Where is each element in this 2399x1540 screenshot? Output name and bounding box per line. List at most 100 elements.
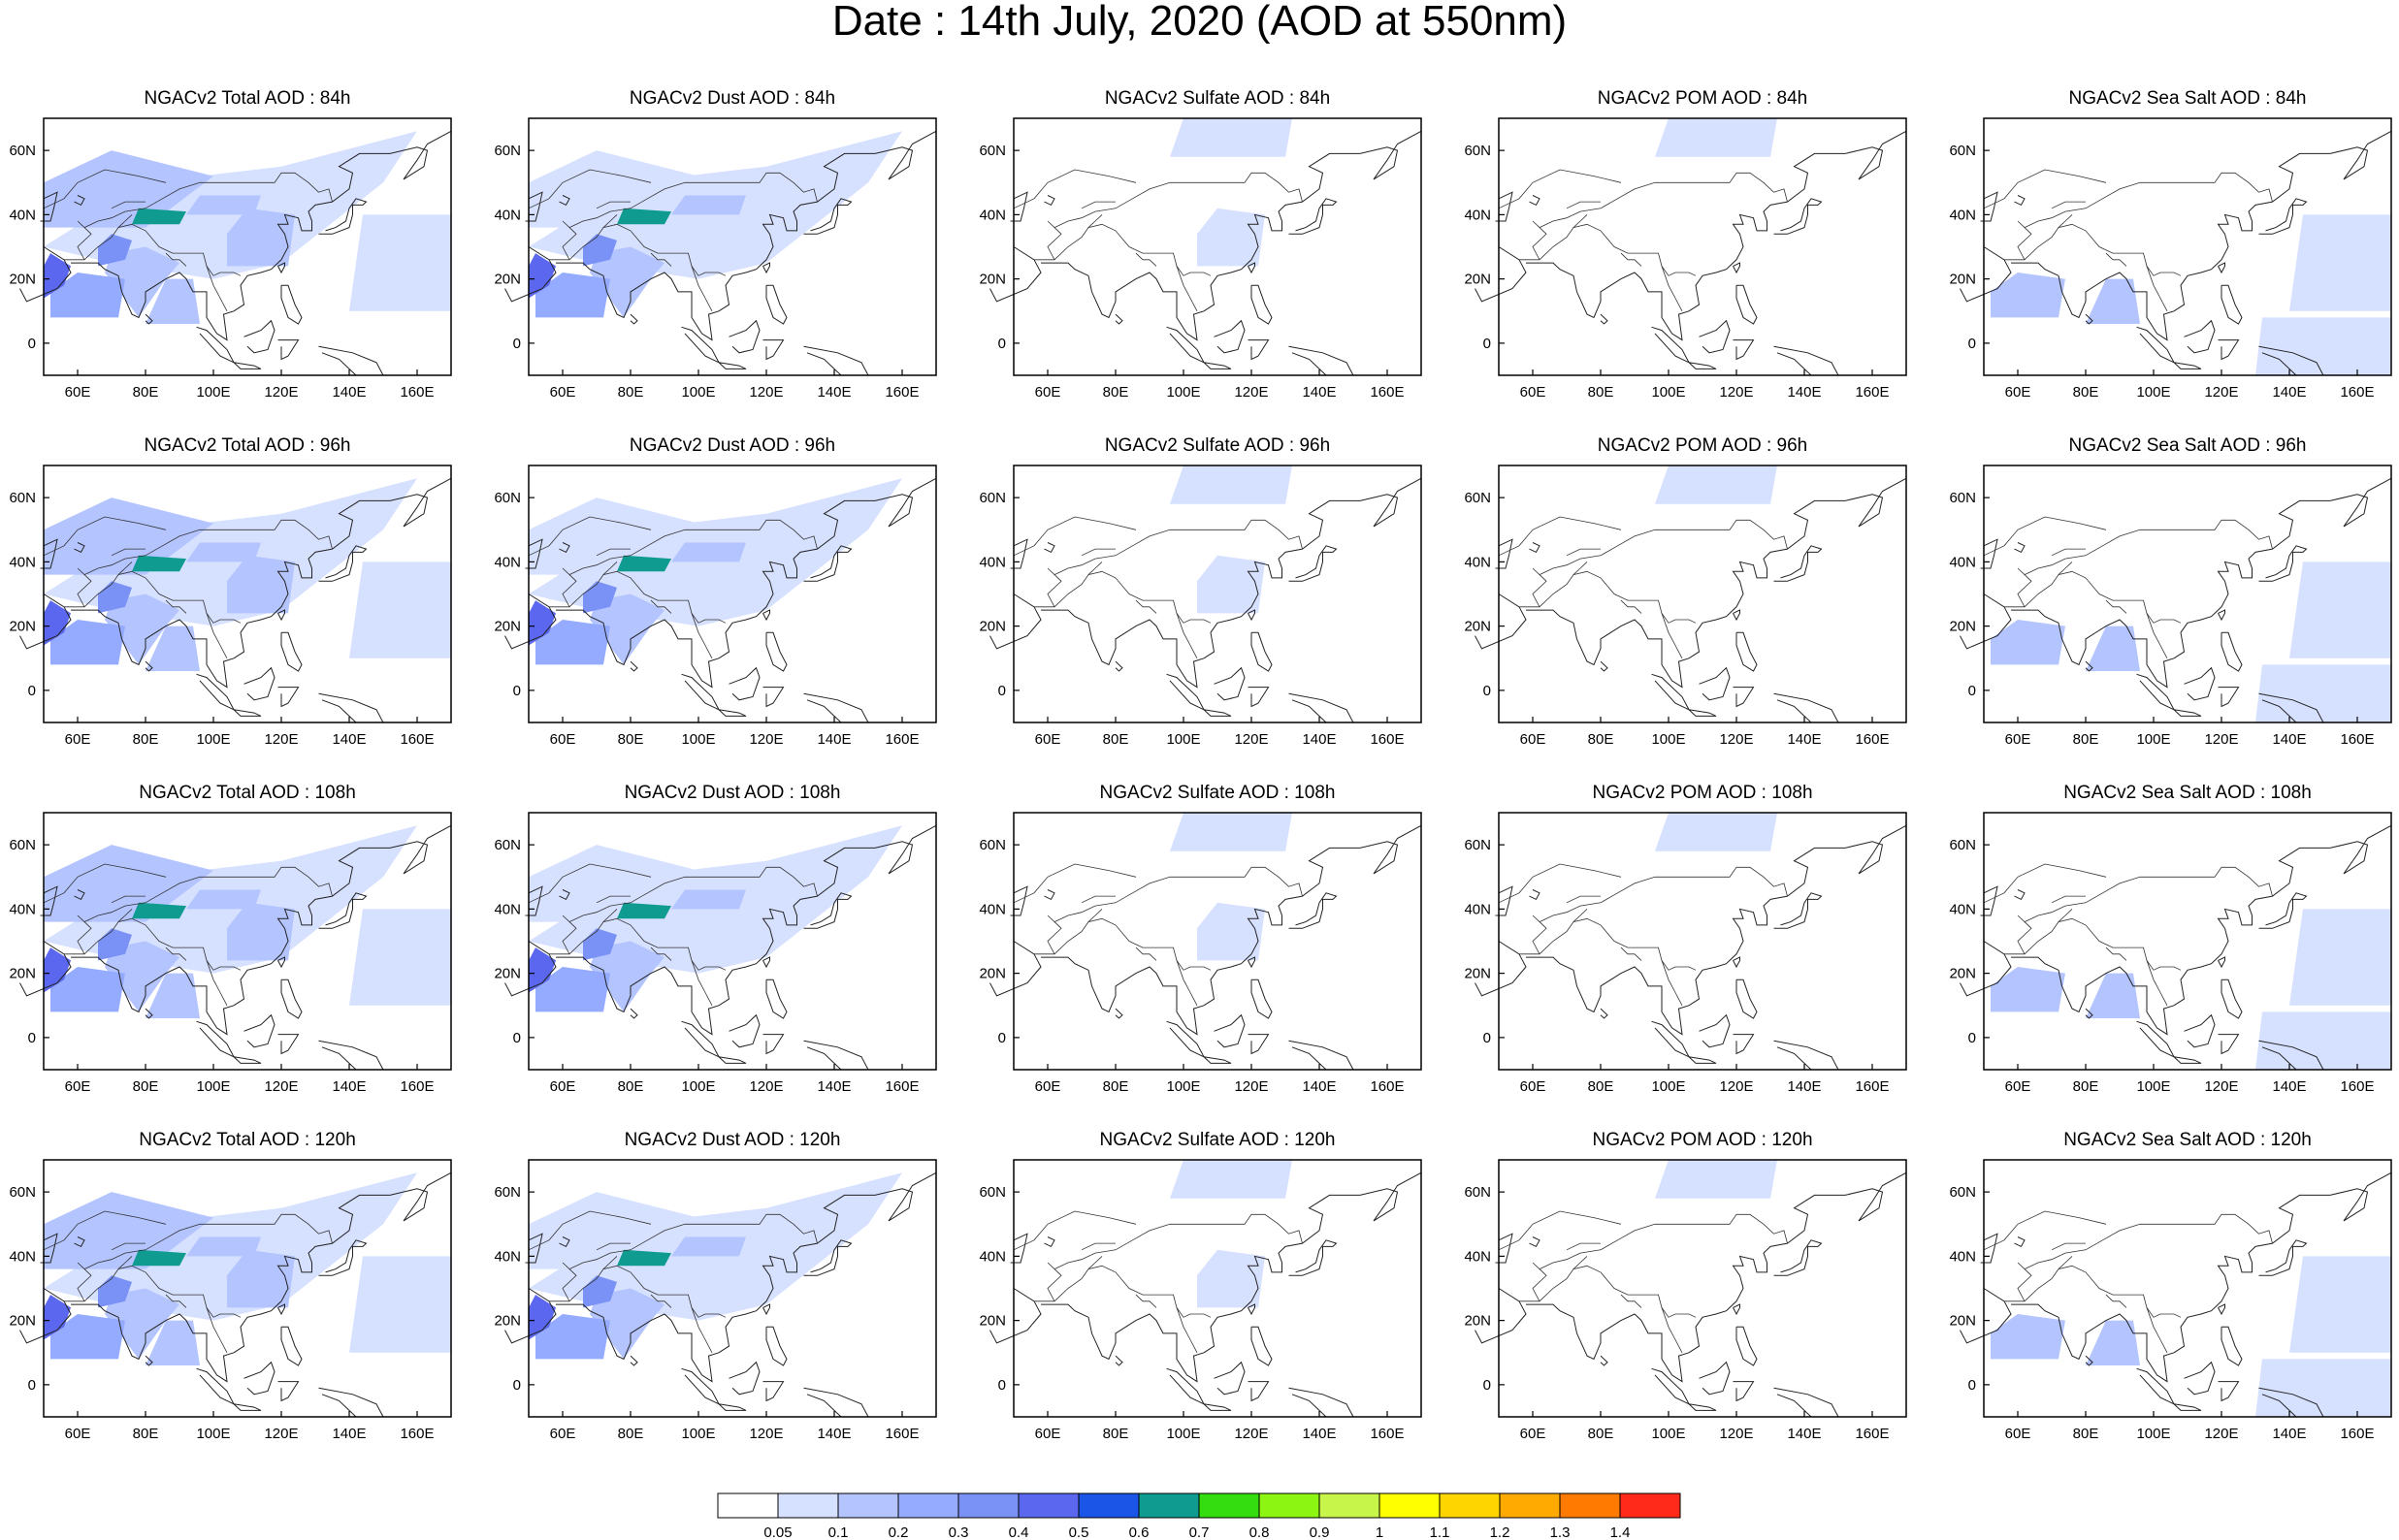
coastline xyxy=(1773,1239,1823,1276)
lon-tick-label: 80E xyxy=(1588,384,1614,401)
lon-tick-label: 120E xyxy=(1234,1426,1268,1442)
lon-tick-label: 100E xyxy=(1651,384,1685,401)
borders xyxy=(43,863,333,1006)
aod-region-centralAsia xyxy=(529,150,698,228)
panel-title: NGACv2 POM AOD : 84h xyxy=(1597,88,1808,109)
coastline xyxy=(2011,1171,2392,1383)
country-border xyxy=(165,946,187,961)
country-border xyxy=(1047,1262,1062,1301)
coastline xyxy=(277,1034,300,1055)
coastline xyxy=(2218,339,2240,361)
aod-region-taklamakan xyxy=(132,1249,186,1267)
lon-tick-label: 160E xyxy=(885,1426,919,1442)
aod-region-thar xyxy=(98,234,132,267)
coastline xyxy=(1250,1326,1273,1366)
coastline xyxy=(559,542,570,554)
coastline xyxy=(504,594,557,650)
coastline xyxy=(630,313,638,325)
coastline xyxy=(2136,673,2176,711)
coastline xyxy=(718,1403,747,1411)
map-frame xyxy=(43,117,452,376)
lon-tick-label: 160E xyxy=(1855,1426,1889,1442)
aod-region-arabianSea xyxy=(50,273,125,318)
coastline xyxy=(718,709,747,717)
coastline xyxy=(71,824,452,1036)
coastline xyxy=(1526,130,1907,341)
borders xyxy=(528,169,818,311)
coastline xyxy=(318,198,368,235)
country-border xyxy=(1054,172,1303,228)
panel-title: NGACv2 Sea Salt AOD : 120h xyxy=(2063,1130,2312,1150)
coastline xyxy=(729,1361,761,1396)
country-border xyxy=(111,895,146,904)
coastline xyxy=(765,284,788,325)
aod-region-arabianSea xyxy=(1991,967,2065,1012)
lat-tick-label: 60N xyxy=(1464,490,1491,506)
lat-tick-label: 20N xyxy=(1949,966,1976,982)
coastline xyxy=(1960,941,2012,997)
country-border xyxy=(1539,172,1788,228)
country-border xyxy=(596,1242,631,1251)
map-frame xyxy=(1983,1159,2392,1418)
country-border xyxy=(117,561,133,575)
lon-tick-label: 120E xyxy=(749,384,783,401)
country-border xyxy=(2004,917,2161,971)
map-panel-dust-84h: NGACv2 Dust AOD : 84h 60E 80E 100E 120E 140E 1… xyxy=(494,89,937,414)
aod-region-china xyxy=(227,208,295,267)
coastline xyxy=(2011,477,2392,689)
country-border xyxy=(2017,567,2032,607)
coastlines xyxy=(504,824,937,1071)
coastline xyxy=(2011,130,2392,341)
lon-tick-label: 140E xyxy=(2272,1426,2306,1442)
country-border xyxy=(43,169,167,209)
coastline xyxy=(1773,198,1823,235)
lon-tick-label: 100E xyxy=(2136,384,2170,401)
coastline xyxy=(762,262,770,274)
lat-tick-label: 0 xyxy=(28,1377,36,1394)
coastline xyxy=(196,1020,236,1058)
map-panel-sulfate-84h: NGACv2 Sulfate AOD : 84h 60E 80E 100E 120E 14… xyxy=(979,89,1422,414)
coastline xyxy=(762,609,770,622)
coastline xyxy=(1688,362,1717,369)
lon-tick-label: 120E xyxy=(264,731,298,748)
aod-region-centralAsia xyxy=(44,1192,213,1269)
coastline xyxy=(1115,313,1123,325)
map-plot: 60E 80E 100E 120E 140E 160E 60N 40N 20N 0 xyxy=(979,812,1422,1095)
country-border xyxy=(650,1294,672,1308)
coastline xyxy=(1773,692,1839,723)
country-border xyxy=(117,909,133,922)
lat-tick-label: 0 xyxy=(998,336,1006,352)
lat-tick-label: 40N xyxy=(1949,207,1976,223)
coastline xyxy=(1529,542,1540,554)
coastline xyxy=(630,1355,638,1366)
country-border xyxy=(1532,567,1547,607)
coastline xyxy=(1288,692,1354,723)
country-border xyxy=(43,1210,167,1251)
coastline xyxy=(2221,1326,2243,1366)
coastline xyxy=(762,956,770,969)
country-border xyxy=(1519,1265,1676,1318)
coastline xyxy=(525,1233,543,1264)
borders xyxy=(528,1210,818,1353)
map-panel-pom-120h: NGACv2 POM AOD : 120h 60E 80E 100E 120E 140E 1… xyxy=(1464,1131,1907,1456)
coastline xyxy=(1733,609,1740,622)
country-border xyxy=(1135,1294,1157,1308)
country-border xyxy=(1176,613,1198,658)
country-border xyxy=(220,619,242,624)
map-panel-sulfate-96h: NGACv2 Sulfate AOD : 96h 60E 80E 100E 120E 14… xyxy=(979,436,1422,761)
map-plot: 60E 80E 100E 120E 140E 160E 60N 40N 20N 0 xyxy=(494,465,937,748)
coastline xyxy=(1773,892,1823,929)
coastline xyxy=(1248,609,1255,622)
lon-tick-label: 140E xyxy=(1787,384,1821,401)
aod-region-siberia xyxy=(1170,1160,1292,1199)
coastline xyxy=(2173,1056,2202,1064)
aod-region-siberia xyxy=(1655,1160,1777,1199)
lon-tick-label: 160E xyxy=(885,731,919,748)
lat-tick-label: 20N xyxy=(1464,619,1491,635)
lon-tick-label: 100E xyxy=(681,1426,715,1442)
coastline xyxy=(1600,660,1608,672)
aod-region-pacificN xyxy=(349,909,451,1006)
lon-tick-label: 100E xyxy=(1166,384,1200,401)
map-panel-sulfate-108h: NGACv2 Sulfate AOD : 108h 60E 80E 100E 120E 1… xyxy=(979,784,1422,1108)
coastline xyxy=(1980,1233,1998,1264)
